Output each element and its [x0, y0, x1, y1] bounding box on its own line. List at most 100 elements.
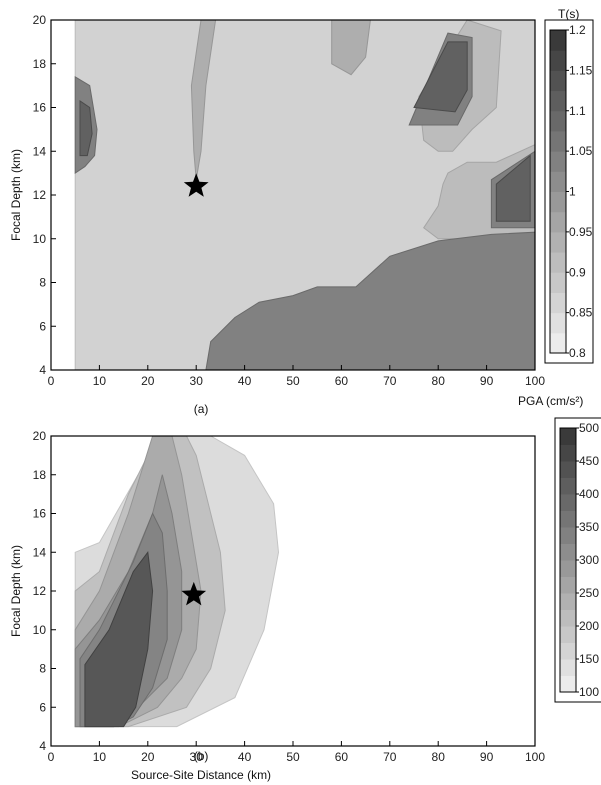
panel-a-colorbar-swatch: [550, 130, 566, 152]
panel-b-x-axis-label: Source-Site Distance (km): [131, 768, 271, 782]
panel-a-x-tick-label: 40: [238, 374, 252, 388]
panel-a-x-tick-label: 10: [93, 374, 107, 388]
panel-a-star-marker: [183, 173, 209, 197]
panel-a-x-tick-label: 90: [480, 374, 494, 388]
panel-b-colorbar-swatch: [560, 543, 576, 561]
panel-b-colorbar-tick-label: 100: [579, 685, 599, 699]
panel-b-x-tick-label: 70: [383, 750, 397, 764]
panel-a-contour-region: [79, 99, 93, 157]
panel-b-colorbar-swatch: [560, 527, 576, 544]
panel-a-x-tick-label: 0: [48, 374, 55, 388]
panel-a-colorbar-swatch: [550, 171, 566, 192]
panel-b-y-tick-label: 12: [33, 584, 47, 598]
panel-b-x-tick-label: 60: [335, 750, 349, 764]
panel-b-y-tick-label: 20: [33, 429, 47, 443]
panel-a-y-tick-label: 8: [39, 276, 46, 290]
panel-a-y-tick-label: 12: [33, 188, 47, 202]
panel-a-colorbar-swatch: [550, 110, 566, 132]
panel-b-x-tick-label: 90: [480, 750, 494, 764]
panel-b-x-tick-label: 40: [238, 750, 252, 764]
panel-a-x-tick-label: 80: [432, 374, 446, 388]
panel-b-colorbar-box: [554, 417, 601, 703]
panel-a-y-tick-label: 6: [39, 319, 46, 333]
panel-b-panel-label: (b): [194, 749, 209, 763]
panel-b-colorbar-tick-label: 200: [579, 619, 599, 633]
panel-b-y-tick-label: 6: [39, 700, 46, 714]
panel-b-colorbar-swatch: [560, 477, 576, 495]
panel-b-colorbar-swatch: [560, 560, 576, 577]
panel-a-x-tick-label: 30: [190, 374, 204, 388]
panel-a-y-tick-label: 4: [39, 363, 46, 377]
panel-a-colorbar-swatch: [550, 70, 566, 92]
panel-b-colorbar-swatch: [560, 609, 576, 627]
panel-b-colorbar-title: PGA (cm/s²): [518, 394, 583, 408]
panel-b-x-tick-label: 80: [432, 750, 446, 764]
panel-b-colorbar-tick-label: 350: [579, 520, 599, 534]
panel-a-colorbar-tick-label: 0.9: [569, 265, 586, 279]
panel-a-colorbar-swatch: [550, 231, 566, 253]
panel-a-colorbar-tick-label: 1.1: [569, 104, 586, 118]
panel-b-colorbar-tick-label: 400: [579, 487, 599, 501]
panel-b-y-tick-label: 8: [39, 662, 46, 676]
panel-a-x-tick-label: 50: [286, 374, 300, 388]
panel-a-colorbar-tick-label: 1.2: [569, 23, 586, 37]
panel-a-x-tick-label: 20: [141, 374, 155, 388]
panel-a-colorbar-swatch: [550, 30, 566, 51]
panel-a-colorbar-swatch: [550, 272, 566, 293]
panel-a-colorbar-tick-label: 1.05: [569, 144, 593, 158]
panel-a-colorbar-swatch: [550, 50, 566, 71]
panel-b-colorbar-swatch: [560, 510, 576, 528]
panel-a-y-axis-label: Focal Depth (km): [9, 149, 23, 241]
panel-b-colorbar-swatch: [560, 461, 576, 478]
panel-a-colorbar-swatch: [550, 312, 566, 334]
panel-b-y-tick-label: 10: [33, 623, 47, 637]
panel-a-panel-label: (a): [194, 402, 209, 416]
panel-a-y-tick-label: 14: [33, 144, 47, 158]
panel-a-y-tick-label: 20: [33, 13, 47, 27]
panel-b-x-tick-label: 20: [141, 750, 155, 764]
panel-a-contour-region: [495, 154, 531, 222]
panel-a-colorbar-swatch: [550, 151, 566, 172]
panel-a-colorbar-swatch: [550, 252, 566, 273]
panel-b-x-tick-label: 0: [48, 750, 55, 764]
panel-b-y-tick-label: 4: [39, 739, 46, 753]
panel-a-x-tick-label: 100: [525, 374, 545, 388]
panel-a-colorbar-swatch: [550, 191, 566, 213]
panel-b-colorbar-swatch: [560, 494, 576, 511]
panel-a-colorbar-swatch: [550, 90, 566, 112]
panel-b-y-axis-label: Focal Depth (km): [9, 545, 23, 637]
panel-a-colorbar-swatch: [550, 292, 566, 314]
panel-b-colorbar-tick-label: 500: [579, 421, 599, 435]
panel-a-y-tick-label: 18: [33, 57, 47, 71]
panel-b-colorbar-tick-label: 150: [579, 652, 599, 666]
panel-b-x-tick-label: 100: [525, 750, 545, 764]
panel-a-contour-region: [413, 41, 468, 113]
panel-a-y-tick-label: 16: [33, 101, 47, 115]
panel-b-colorbar-swatch: [560, 593, 576, 610]
panel-b-y-tick-label: 14: [33, 545, 47, 559]
panel-b-colorbar-swatch: [560, 626, 576, 643]
panel-b-x-tick-label: 30: [190, 750, 204, 764]
panel-a-colorbar-tick-label: 0.85: [569, 306, 593, 320]
panel-b-colorbar-swatch: [560, 659, 576, 676]
panel-a-colorbar-tick-label: 0.95: [569, 225, 593, 239]
panel-a-colorbar-swatch: [550, 211, 566, 233]
panel-b-y-tick-label: 18: [33, 468, 47, 482]
panel-a-x-tick-label: 60: [335, 374, 349, 388]
panel-a-colorbar-tick-label: 0.8: [569, 346, 586, 360]
panel-b-colorbar-swatch: [560, 675, 576, 693]
panel-a-contour-region: [190, 19, 217, 180]
panel-b-colorbar-swatch: [560, 642, 576, 660]
panel-b-colorbar-swatch: [560, 576, 576, 594]
panel-b-x-tick-label: 50: [286, 750, 300, 764]
panel-b-colorbar-swatch: [560, 428, 576, 445]
panel-b-star-marker: [181, 581, 207, 606]
panel-a-colorbar-box: [544, 19, 594, 364]
panel-a-colorbar-tick-label: 1: [569, 185, 576, 199]
panel-a-x-tick-label: 70: [383, 374, 397, 388]
panel-b-colorbar-tick-label: 300: [579, 553, 599, 567]
panel-b-y-tick-label: 16: [33, 507, 47, 521]
panel-b-colorbar-swatch: [560, 444, 576, 462]
panel-a-colorbar-title: T(s): [558, 7, 579, 21]
